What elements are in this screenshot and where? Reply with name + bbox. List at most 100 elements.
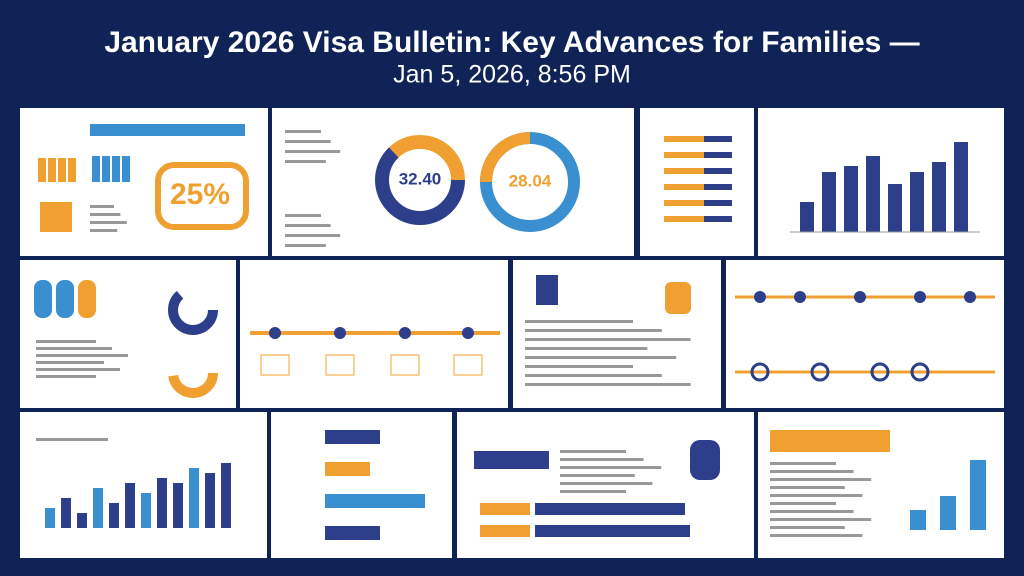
bar: [664, 216, 704, 222]
text-line: [525, 329, 662, 332]
text-line: [285, 150, 341, 153]
bar: [141, 493, 151, 528]
bar: [822, 172, 836, 232]
card: [260, 354, 290, 376]
node: [750, 362, 770, 382]
highlight-box: [155, 162, 249, 230]
bar: [535, 503, 685, 515]
text-line: [770, 478, 872, 481]
bar: [45, 508, 55, 528]
bar: [664, 184, 704, 190]
text-line: [525, 365, 633, 368]
bar: [704, 136, 732, 142]
text-line: [90, 229, 118, 232]
icon: [92, 156, 100, 182]
text-line: [770, 502, 836, 505]
node: [334, 327, 346, 339]
bar: [932, 162, 946, 232]
text-line: [36, 340, 96, 343]
header-bar: [474, 451, 549, 469]
node: [794, 291, 806, 303]
donut: [375, 135, 465, 225]
bar: [970, 460, 986, 530]
donut: [480, 132, 531, 183]
text-line: [36, 368, 120, 371]
node: [914, 291, 926, 303]
text-line: [525, 347, 648, 350]
text-line: [36, 375, 96, 378]
bar: [704, 200, 732, 206]
bar: [866, 156, 880, 232]
node: [462, 327, 474, 339]
bar: [664, 136, 704, 142]
bar: [325, 462, 370, 476]
node: [964, 291, 976, 303]
node: [754, 291, 766, 303]
card: [325, 354, 355, 376]
text-line: [285, 244, 326, 247]
figure: [34, 280, 52, 318]
bar: [480, 525, 530, 537]
text-line: [525, 320, 633, 323]
bar: [325, 430, 380, 444]
text-line: [770, 470, 854, 473]
donut-label: 28.04: [509, 171, 552, 190]
bar: [205, 473, 215, 528]
text-line: [560, 474, 635, 477]
text-line: [770, 518, 872, 521]
icon: [58, 158, 66, 182]
panel: [726, 260, 1004, 408]
panels: [20, 108, 1004, 558]
bar: [480, 503, 530, 515]
panel: [640, 108, 754, 256]
text-line: [285, 160, 326, 163]
icon: [122, 156, 130, 182]
icon: [38, 158, 46, 182]
text-line: [36, 347, 112, 350]
node: [870, 362, 890, 382]
bar: [77, 513, 87, 528]
text-line: [36, 354, 128, 357]
bar: [157, 478, 167, 528]
bar: [173, 483, 183, 528]
text-line: [285, 140, 331, 143]
bar: [704, 152, 732, 158]
text-line: [770, 526, 845, 529]
text-line: [36, 361, 104, 364]
text-line: [560, 450, 626, 453]
donut: [168, 285, 218, 335]
text-line: [525, 338, 691, 341]
text-line: [90, 213, 121, 216]
icon: [68, 158, 76, 182]
highlight-number: 25%: [170, 178, 230, 211]
header-bar: [536, 275, 558, 305]
text-line: [90, 221, 127, 224]
bar: [910, 172, 924, 232]
bar: [664, 152, 704, 158]
node: [910, 362, 930, 382]
header-bar: [90, 124, 245, 136]
bar: [535, 525, 690, 537]
bar: [109, 503, 119, 528]
text-line: [285, 214, 321, 217]
node: [399, 327, 411, 339]
bar: [664, 200, 704, 206]
bar: [800, 202, 814, 232]
bar: [125, 483, 135, 528]
logo: [665, 282, 691, 314]
bar: [325, 526, 380, 540]
donut: [168, 348, 218, 398]
bar: [910, 510, 926, 530]
text-line: [560, 466, 662, 469]
bar: [61, 498, 71, 528]
node: [854, 291, 866, 303]
text-line: [36, 438, 108, 441]
text-line: [560, 458, 644, 461]
bar: [189, 468, 199, 528]
text-line: [525, 356, 677, 359]
text-line: [770, 510, 854, 513]
bar: [93, 488, 103, 528]
figure: [56, 280, 74, 318]
text-line: [770, 494, 863, 497]
